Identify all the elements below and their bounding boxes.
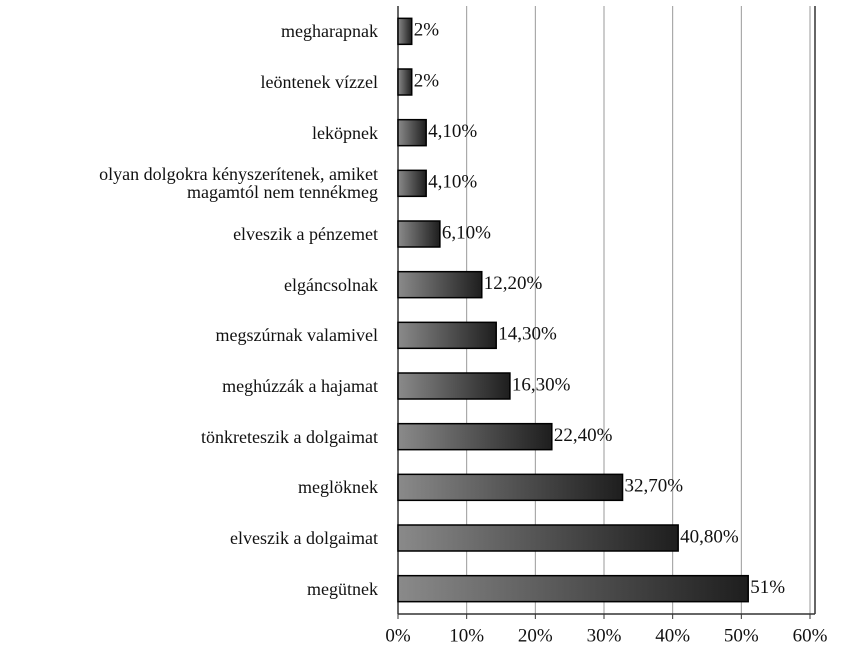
y-tick-label: meglöknek	[298, 477, 378, 498]
bar	[397, 422, 553, 451]
bar	[397, 270, 483, 299]
value-label: 14,30%	[498, 324, 557, 345]
value-label: 32,70%	[625, 476, 684, 497]
x-tick-label: 60%	[793, 625, 828, 646]
x-tick-label: 20%	[518, 625, 553, 646]
bar	[397, 321, 497, 350]
bar	[397, 68, 413, 96]
y-tick-label: olyan dolgokra kényszerítenek, amiket ma…	[99, 164, 378, 203]
y-tick-label: megszúrnak valamivel	[215, 325, 378, 346]
bar	[397, 574, 749, 603]
bar	[397, 17, 413, 46]
bar	[397, 169, 427, 198]
x-tick-label: 40%	[655, 625, 690, 646]
y-tick-label: megütnek	[307, 578, 378, 599]
y-tick-label: megharapnak	[281, 21, 378, 42]
bar	[397, 473, 624, 502]
y-tick-label: elveszik a pénzemet	[233, 224, 378, 244]
value-label: 16,30%	[512, 374, 571, 395]
bar	[397, 372, 511, 400]
value-label: 12,20%	[484, 273, 543, 294]
value-label: 22,40%	[554, 425, 613, 446]
y-tick-label: elgáncsolnak	[284, 274, 378, 295]
value-label: 2%	[414, 20, 440, 41]
y-tick-label: tönkreteszik a dolgaimat	[201, 426, 378, 447]
x-tick-label: 10%	[449, 625, 484, 646]
y-tick-label: leköpnek	[312, 122, 378, 143]
value-label: 6,10%	[442, 222, 491, 243]
bar	[397, 118, 427, 147]
y-tick-label: leöntenek vízzel	[260, 72, 378, 92]
x-tick-label: 30%	[587, 625, 622, 646]
bar	[397, 524, 679, 552]
value-label: 51%	[750, 577, 785, 598]
value-label: 4,10%	[428, 172, 477, 193]
value-label: 4,10%	[428, 121, 477, 142]
y-tick-label: elveszik a dolgaimat	[230, 528, 378, 548]
x-tick-label: 50%	[724, 625, 759, 646]
x-tick-label: 0%	[385, 625, 411, 646]
value-label: 2%	[414, 70, 440, 91]
value-label: 40,80%	[680, 526, 739, 547]
bar	[397, 220, 441, 248]
y-tick-label: meghúzzák a hajamat	[222, 376, 378, 396]
